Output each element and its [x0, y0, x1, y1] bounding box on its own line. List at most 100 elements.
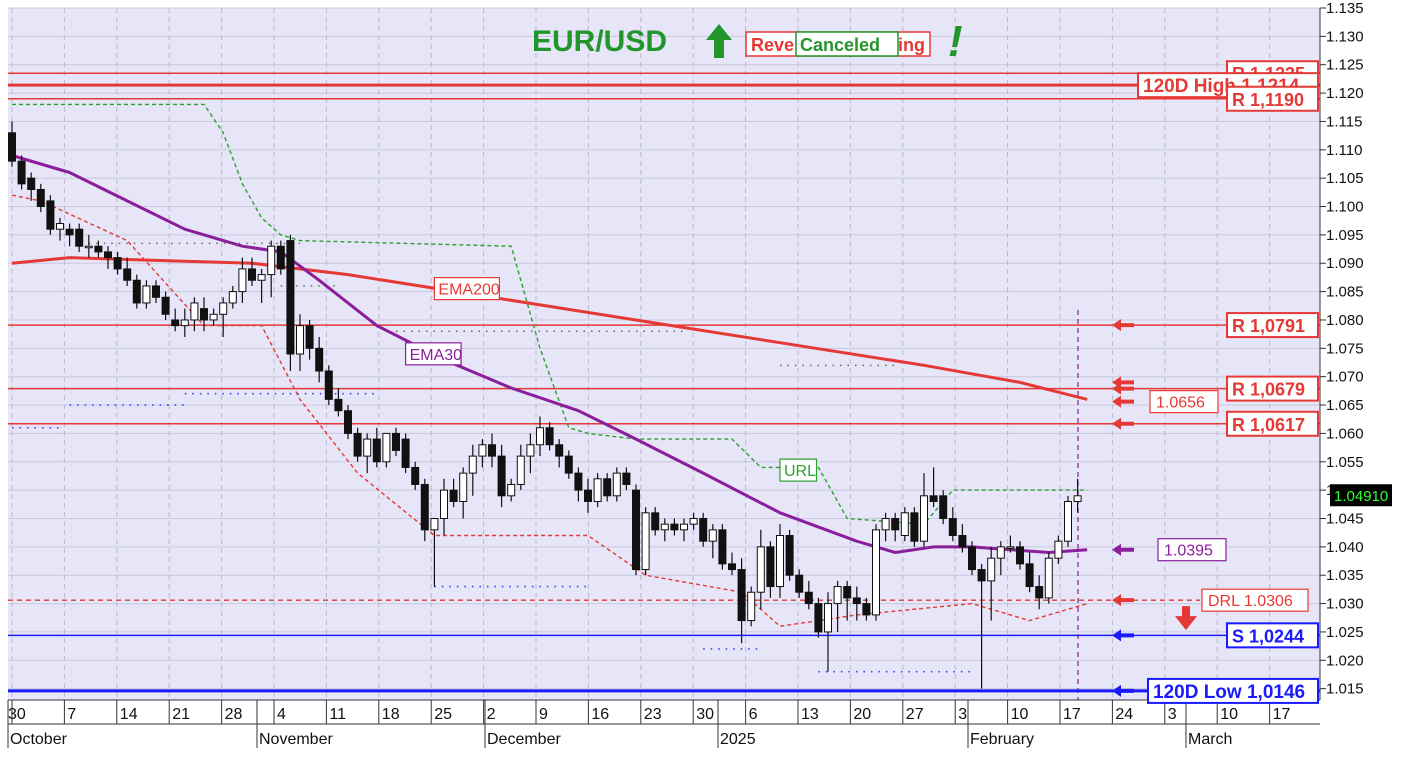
side-arrow-icon	[1112, 594, 1134, 607]
candle-body	[17, 160, 26, 185]
candle-body	[881, 517, 890, 531]
candle-body	[305, 325, 314, 349]
candle-body	[660, 523, 669, 531]
indicator-label: EMA200	[438, 282, 499, 299]
level-label-box	[1226, 312, 1319, 339]
candle-body	[459, 472, 468, 502]
candle-body	[641, 512, 650, 571]
status-text-left: Reve	[751, 35, 794, 55]
candle-body	[584, 489, 592, 502]
candle-body	[747, 591, 756, 622]
y-tick-label: 1.060	[1326, 425, 1364, 442]
y-tick-label: 1.120	[1326, 85, 1364, 102]
plot-area	[8, 8, 1320, 700]
side-arrow-icon	[1112, 543, 1134, 556]
candle-body	[315, 347, 324, 372]
x-month-label: December	[487, 731, 561, 748]
candle-body	[536, 427, 544, 446]
candle-body	[737, 569, 746, 622]
candle-body	[65, 228, 74, 236]
candle-body	[977, 569, 986, 582]
x-tick-label: 21	[172, 706, 190, 723]
x-tick-label: 4	[277, 706, 286, 723]
candle-body	[190, 302, 199, 321]
x-tick-label: 13	[801, 706, 819, 723]
candle-body	[814, 603, 823, 633]
candle-body	[843, 586, 852, 599]
candle-body	[344, 410, 352, 434]
y-tick-label: 1.085	[1326, 284, 1364, 301]
candle-body	[478, 444, 487, 457]
candle-body	[152, 285, 160, 298]
candle-body	[612, 472, 621, 497]
horizontal-levels	[8, 72, 1320, 693]
y-tick-label: 1.030	[1326, 596, 1364, 613]
indicator-label-box	[405, 342, 462, 366]
candle-body	[795, 574, 804, 593]
candle-body	[824, 603, 832, 633]
candle-body	[910, 512, 919, 542]
level-arrow-icon	[1112, 376, 1134, 389]
candle-body	[392, 432, 400, 451]
url-line	[12, 103, 1088, 525]
candle-body	[238, 268, 247, 293]
candle-body	[372, 438, 381, 463]
y-tick-label: 1.130	[1326, 28, 1364, 45]
candle-body	[161, 296, 170, 315]
x-tick-label: 7	[67, 706, 76, 723]
y-tick-label: 1.105	[1326, 170, 1364, 187]
x-tick-label: 17	[1063, 706, 1081, 723]
level-label-box	[1226, 410, 1319, 437]
date-axis: 30 7 14 21 28 4 11 18 25 2 9 16 23 30 6 13 20 27 3 10 17 24 3 1…	[7, 699, 1320, 748]
side-arrow-icon	[1112, 395, 1134, 408]
level-label: R 1,0679	[1232, 380, 1305, 400]
candle-body	[440, 489, 448, 519]
candle-body	[219, 302, 228, 315]
candle-body	[276, 245, 285, 270]
x-month-label: 2025	[720, 731, 756, 748]
y-tick-label: 1.065	[1326, 397, 1364, 414]
x-tick-label: 18	[382, 706, 400, 723]
candle-body	[728, 563, 736, 571]
candle-body	[1064, 500, 1072, 542]
chart-title-group: EUR/USD Reve ing Canceled !	[532, 17, 963, 66]
x-tick-label: 27	[906, 706, 924, 723]
candle-body	[420, 483, 429, 531]
y-tick-label: 1.015	[1326, 681, 1364, 698]
drl-line	[11, 194, 1088, 627]
candle-body	[353, 432, 362, 457]
y-tick-label: 1.020	[1326, 652, 1364, 669]
x-month-label: October	[10, 731, 68, 748]
level-arrow-icon	[1112, 684, 1134, 697]
x-tick-label: 11	[329, 706, 346, 723]
level-label-box	[1226, 622, 1319, 649]
grid	[8, 7, 1320, 700]
candle-body	[862, 603, 871, 616]
candles	[8, 121, 1082, 689]
candle-body	[651, 512, 660, 531]
candle-body	[996, 546, 1005, 559]
candle-body	[56, 223, 64, 230]
candle-body	[180, 319, 189, 327]
candle-body	[488, 444, 496, 457]
candle-body	[1035, 586, 1044, 599]
x-tick-label: 17	[1273, 706, 1291, 723]
x-tick-label: 30	[696, 706, 714, 723]
y-tick-label: 1.095	[1326, 227, 1364, 244]
candle-body	[36, 189, 45, 208]
candle-body	[104, 251, 112, 259]
candle-body	[200, 308, 208, 321]
candle-body	[113, 257, 122, 270]
candle-body	[920, 495, 928, 542]
candle-body	[296, 325, 304, 355]
candle-body	[555, 444, 564, 457]
level-labels: EMA200EMA30URLR 1,1235120D High 1,1214R …	[405, 60, 1392, 704]
candle-body	[939, 495, 948, 519]
candle-body	[1073, 495, 1082, 502]
candle-body	[334, 398, 343, 412]
candle-body	[411, 466, 420, 485]
y-tick-label: 1.135	[1326, 0, 1364, 17]
candle-body	[8, 132, 16, 162]
side-label-box	[1157, 538, 1227, 562]
